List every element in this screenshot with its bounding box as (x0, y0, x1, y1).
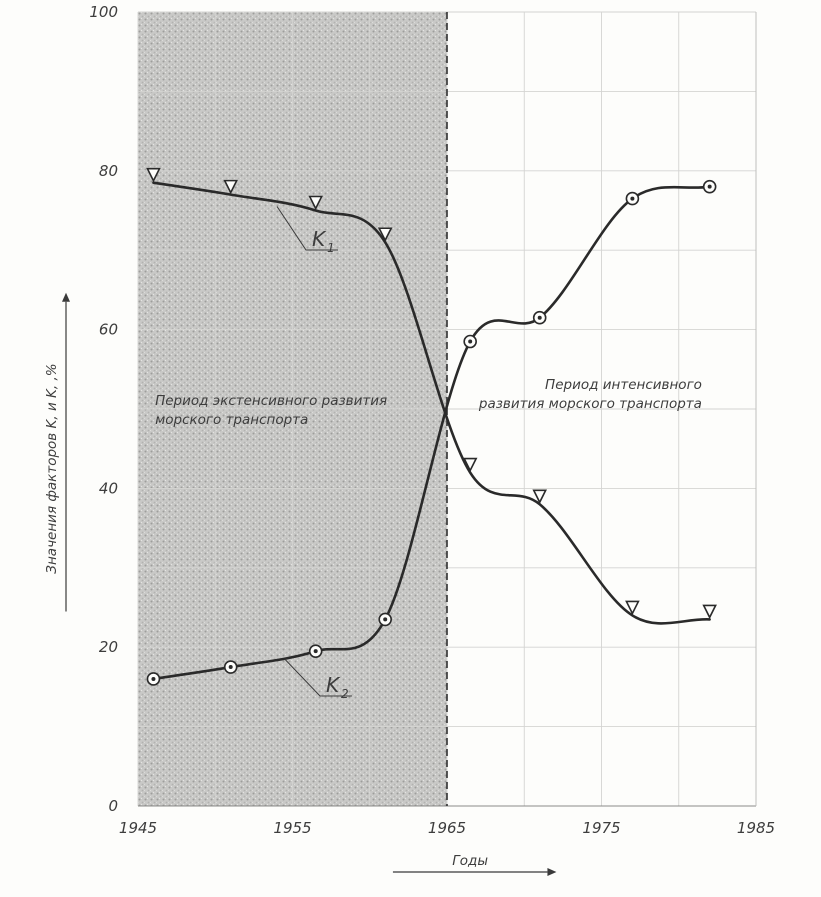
series-k2-circle-marker-dot (707, 184, 712, 189)
series-k2-circle-marker-dot (630, 196, 635, 201)
x-tick-label: 1975 (582, 819, 620, 837)
series-k1-triangle-marker (532, 489, 547, 505)
series-k2-label: K (326, 673, 341, 697)
y-tick-label: 20 (99, 638, 118, 656)
series-k2-circle-marker-dot (151, 676, 156, 681)
x-tick-label: 1985 (737, 819, 775, 837)
series-k1-triangle-marker (702, 604, 717, 620)
series-k2-line (152, 185, 711, 681)
x-axis-title: Годы (452, 853, 488, 869)
series-k1-triangle-marker (625, 600, 640, 616)
series-k1-label: K (312, 227, 327, 251)
extensive-period-label: Период экстенсивного развития (155, 393, 387, 409)
y-tick-label: 0 (108, 797, 118, 815)
x-tick-label: 1955 (273, 819, 311, 837)
series-k1-line (152, 181, 711, 625)
series-k1-triangle-marker (462, 457, 478, 473)
series-k1-leader-line (276, 206, 338, 251)
series-k1-label-subscript: 1 (327, 241, 335, 255)
series-k2-leader-line (284, 658, 352, 697)
series-k2-circle-marker-dot (537, 315, 542, 320)
y-axis-title: Значения факторов K, и K, ,% (44, 363, 60, 573)
extensive-period-label: морского транспорта (155, 412, 308, 428)
intensive-period-label: Период интенсивного (545, 377, 702, 393)
series-k1-triangle-marker (223, 179, 238, 195)
y-axis-arrow-head (62, 292, 70, 302)
y-tick-label: 40 (99, 479, 118, 497)
series-k1-triangle-marker (146, 167, 161, 183)
y-tick-label: 100 (89, 3, 118, 21)
series-k2-circle-marker-dot (313, 649, 318, 654)
series-k2-circle-marker-dot (468, 339, 473, 344)
series-k1-triangle-marker (377, 227, 393, 243)
y-tick-label: 80 (99, 162, 118, 180)
series-k2-circle-marker-dot (383, 617, 388, 622)
series-k2-circle-marker-dot (228, 665, 233, 670)
x-tick-label: 1945 (119, 819, 157, 837)
x-axis-arrow-head (547, 868, 557, 876)
intensive-period-label: развития морского транспорта (478, 396, 702, 412)
series-k1-triangle-marker (308, 195, 323, 211)
y-tick-label: 60 (99, 321, 118, 339)
series-k2-label-subscript: 2 (341, 687, 349, 701)
x-tick-label: 1965 (428, 819, 466, 837)
